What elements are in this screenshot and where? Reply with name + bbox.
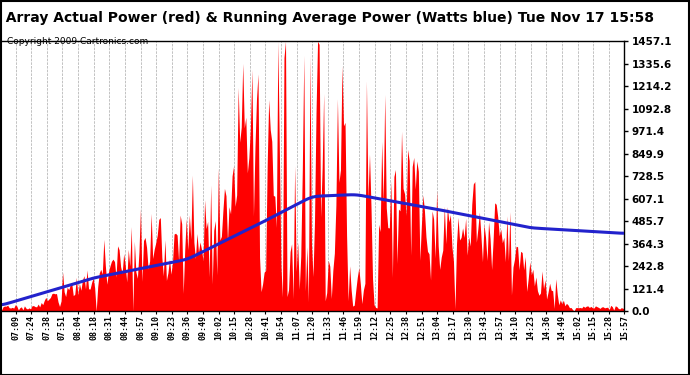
Text: Copyright 2009 Cartronics.com: Copyright 2009 Cartronics.com	[7, 38, 148, 46]
Text: East Array Actual Power (red) & Running Average Power (Watts blue) Tue Nov 17 15: East Array Actual Power (red) & Running …	[0, 11, 654, 25]
